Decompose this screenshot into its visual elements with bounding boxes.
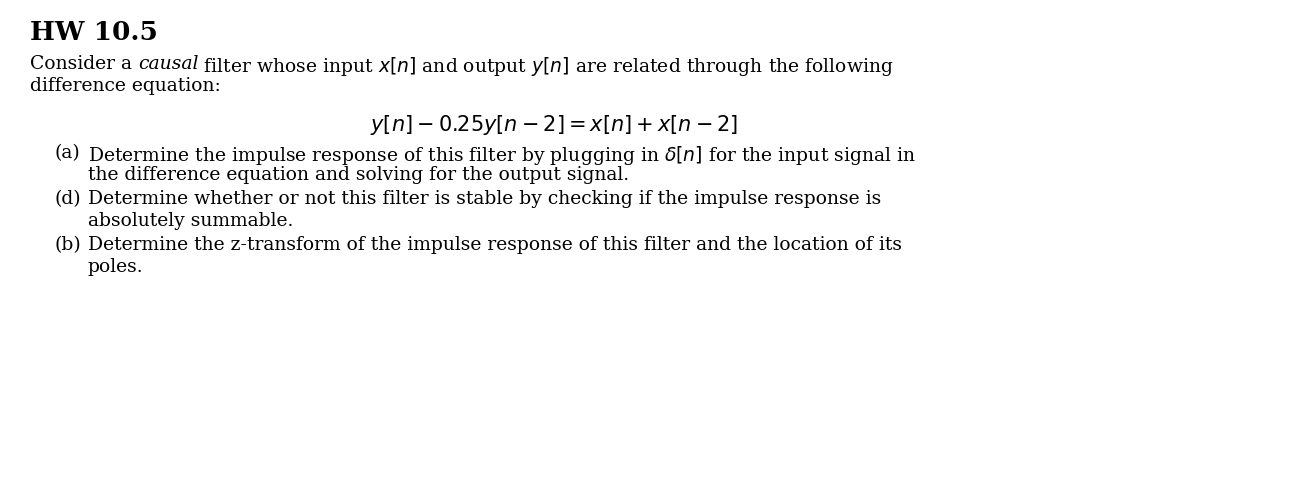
Text: Determine the impulse response of this filter by plugging in $\delta[n]$ for the: Determine the impulse response of this f… xyxy=(88,144,916,167)
Text: HW 10.5: HW 10.5 xyxy=(30,20,157,45)
Text: filter whose input $x[n]$ and output $y[n]$ are related through the following: filter whose input $x[n]$ and output $y[… xyxy=(198,55,895,78)
Text: poles.: poles. xyxy=(88,258,143,276)
Text: (a): (a) xyxy=(55,144,81,162)
Text: (d): (d) xyxy=(55,189,81,207)
Text: Consider a: Consider a xyxy=(30,55,138,73)
Text: causal: causal xyxy=(138,55,198,73)
Text: the difference equation and solving for the output signal.: the difference equation and solving for … xyxy=(88,166,630,184)
Text: Determine whether or not this filter is stable by checking if the impulse respon: Determine whether or not this filter is … xyxy=(88,189,882,207)
Text: Determine the z-transform of the impulse response of this filter and the locatio: Determine the z-transform of the impulse… xyxy=(88,235,903,254)
Text: difference equation:: difference equation: xyxy=(30,77,220,95)
Text: (b): (b) xyxy=(55,235,81,254)
Text: $y[n] - 0.25y[n-2] = x[n] + x[n-2]$: $y[n] - 0.25y[n-2] = x[n] + x[n-2]$ xyxy=(370,113,739,137)
Text: absolutely summable.: absolutely summable. xyxy=(88,211,294,229)
